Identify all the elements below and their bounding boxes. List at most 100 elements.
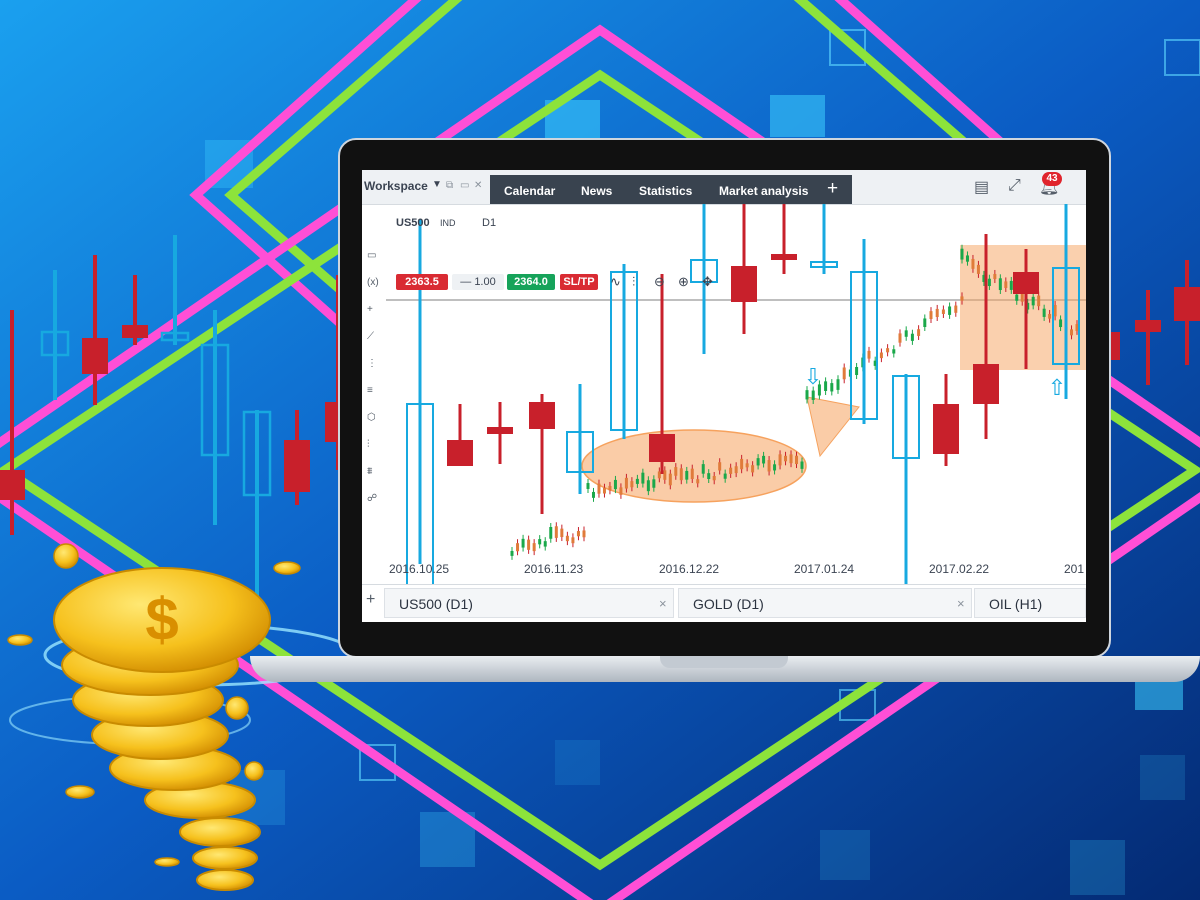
drawing-tool-icon: ⬡ xyxy=(367,412,376,423)
small-candle-body xyxy=(910,333,914,341)
candlestick-chart[interactable]: ⇩ ⇧ ▭ (x) + ⟋ ⋮ ≡ ⬡ ⫶ ⩩ ☍ US500 IND D1 2363.5 — 1.0… xyxy=(362,170,1086,614)
close-icon[interactable]: ✕ xyxy=(474,180,483,191)
tab-calendar[interactable]: Calendar xyxy=(504,184,556,198)
small-candle-body xyxy=(734,466,738,474)
small-candle-body xyxy=(800,461,804,469)
instrument-symbol[interactable]: US500 xyxy=(396,217,430,229)
small-candle-body xyxy=(729,467,733,474)
small-candle-body xyxy=(982,274,986,282)
add-tab-button[interactable]: + xyxy=(827,178,839,199)
chart-tab-oil[interactable]: OIL (H1) xyxy=(974,588,1086,618)
big-candle-body xyxy=(82,338,108,374)
overlay-candle-body xyxy=(529,402,555,429)
x-tick-label: 2016.11.23 xyxy=(524,562,584,576)
small-candle-body xyxy=(892,349,896,354)
chart-tab-us500[interactable]: US500 (D1) × xyxy=(384,588,674,618)
sltp-button[interactable]: SL/TP xyxy=(560,274,598,290)
trading-platform-screen: Workspace ▼ ⧉ ▭ ✕ Calendar News Statisti… xyxy=(362,170,1086,622)
small-candle-body xyxy=(527,539,531,550)
small-candle-body xyxy=(597,483,601,494)
volume-value: 1.00 xyxy=(474,276,496,288)
small-candle-body xyxy=(521,538,525,548)
big-candle-body xyxy=(242,410,272,497)
x-tick-label: 2016.12.22 xyxy=(659,562,720,576)
zoom-out-icon[interactable]: ⊖ xyxy=(654,274,665,289)
add-chart-button[interactable]: + xyxy=(366,591,376,608)
candles-icon[interactable]: ⫶ xyxy=(632,274,636,289)
overlay-candle-body xyxy=(892,375,920,459)
small-candle-body xyxy=(1053,304,1057,317)
close-tab-icon[interactable]: × xyxy=(957,596,965,611)
chart-canvas[interactable]: ⇩ ⇧ ▭ (x) + ⟋ ⋮ ≡ ⬡ ⫶ ⩩ ☍ xyxy=(362,170,1086,614)
small-candle-body xyxy=(929,311,933,320)
overlay-candle-body xyxy=(810,261,838,268)
small-candle-body xyxy=(756,458,760,466)
small-candle-body xyxy=(582,530,586,538)
small-candle-body xyxy=(663,470,667,480)
close-tab-icon[interactable]: × xyxy=(659,596,667,611)
small-candle-body xyxy=(516,543,520,552)
small-candle-body xyxy=(886,348,890,353)
small-candle-body xyxy=(1070,329,1074,336)
small-candle-body xyxy=(987,278,991,287)
volume-prefix: — xyxy=(460,276,472,288)
overlay-candle-body xyxy=(1013,272,1039,294)
small-candle-body xyxy=(879,352,883,359)
small-candle-body xyxy=(608,485,612,491)
triangle-pattern xyxy=(806,396,860,458)
big-candle-body xyxy=(284,440,310,492)
big-candle-body xyxy=(160,331,190,342)
small-candle-body xyxy=(613,479,617,490)
consolidation-ellipse xyxy=(581,429,807,503)
fullscreen-icon[interactable]: ⤢ xyxy=(1008,177,1021,194)
big-candle-body xyxy=(40,330,70,357)
overlay-candle-body xyxy=(973,364,999,404)
small-candle-body xyxy=(1042,308,1046,317)
laptop-notch xyxy=(660,656,788,668)
small-candle-body xyxy=(824,381,828,391)
drawing-tool-icon: ⋮ xyxy=(367,358,377,369)
small-candle-body xyxy=(965,255,969,262)
small-candle-body xyxy=(586,483,590,489)
tab-market-analysis[interactable]: Market analysis xyxy=(719,184,809,198)
small-candle-body xyxy=(898,333,902,343)
small-candle-body xyxy=(591,491,595,498)
small-candle-body xyxy=(789,454,793,464)
tab-news[interactable]: News xyxy=(581,184,613,198)
drawing-tool-icon: ⩩ xyxy=(367,466,373,477)
notification-badge: 43 xyxy=(1042,172,1062,186)
chart-tab-gold[interactable]: GOLD (D1) × xyxy=(678,588,972,618)
window-icon[interactable]: ▭ xyxy=(460,180,470,191)
small-candle-body xyxy=(740,458,744,470)
popout-icon[interactable]: ⧉ xyxy=(446,180,454,191)
line-chart-icon[interactable]: ∿ xyxy=(610,274,621,289)
small-candle-body xyxy=(646,480,650,492)
small-candle-body xyxy=(1031,296,1035,306)
zoom-in-icon[interactable]: ⊕ xyxy=(678,274,689,289)
overlay-candle-body xyxy=(610,271,638,431)
small-candle-body xyxy=(576,531,580,537)
small-candle-body xyxy=(1048,313,1052,319)
instrument-type: IND xyxy=(440,218,456,228)
buy-button[interactable]: 2364.0 xyxy=(507,274,555,290)
small-candle-body xyxy=(1059,319,1063,328)
workspace-menu[interactable]: Workspace xyxy=(364,179,428,193)
overlay-candle-body xyxy=(731,266,757,302)
big-candle-body xyxy=(1135,320,1161,332)
crosshair-icon[interactable]: ✥ xyxy=(702,274,713,289)
chart-tab-label: GOLD (D1) xyxy=(693,596,764,612)
small-candle-body xyxy=(1009,280,1013,290)
sell-button[interactable]: 2363.5 xyxy=(396,274,448,290)
chevron-down-icon[interactable]: ▼ xyxy=(432,179,442,190)
drawing-tool-icon: ⟋ xyxy=(367,331,374,342)
timeframe-select[interactable]: D1 xyxy=(482,217,497,229)
instrument-tabs-bar: + US500 (D1) × GOLD (D1) × OIL (H1) xyxy=(362,584,1086,622)
big-candle-body xyxy=(200,343,230,457)
small-candle-body xyxy=(657,471,661,479)
layout-icon[interactable]: ▤ xyxy=(974,179,990,196)
volume-field[interactable]: — 1.00 xyxy=(452,274,504,290)
small-candle-body xyxy=(867,350,871,359)
overlay-candle-body xyxy=(1052,267,1080,365)
x-tick-label: 2017.02.22 xyxy=(929,562,990,576)
tab-statistics[interactable]: Statistics xyxy=(639,184,693,198)
